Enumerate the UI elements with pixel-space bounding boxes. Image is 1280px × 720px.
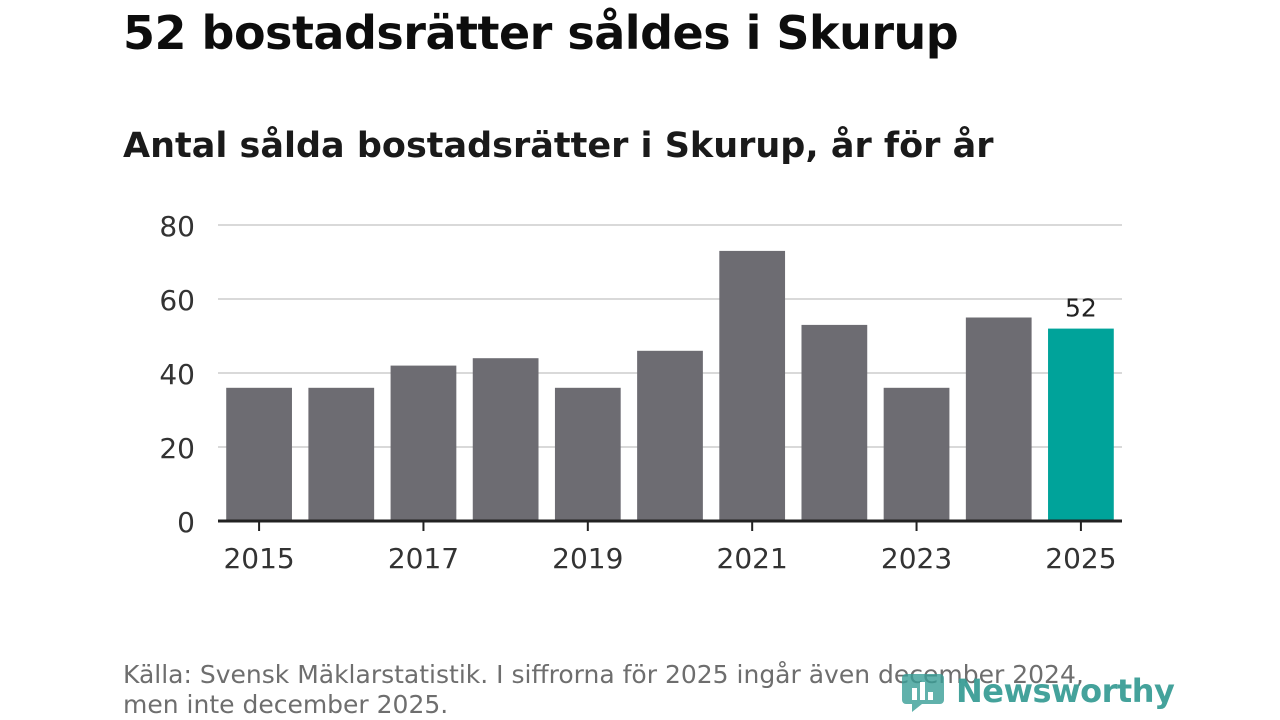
bar-2019 [554, 387, 621, 521]
bar-2018 [472, 358, 539, 521]
bar-2020 [637, 350, 703, 521]
bar-2025 [1048, 328, 1114, 521]
bar-2016 [308, 387, 375, 521]
bar-2024 [965, 317, 1032, 521]
data-label: 52 [1065, 294, 1097, 323]
bar-2015 [226, 387, 292, 521]
x-tick-label: 2021 [717, 542, 788, 575]
y-tick-label: 60 [159, 284, 195, 317]
newsworthy-logo: Newsworthy [902, 668, 1175, 714]
logo-text: Newsworthy [956, 672, 1175, 710]
bar-2023 [883, 387, 950, 521]
bar-2021 [719, 250, 786, 521]
chart-subtitle: Antal sålda bostadsrätter i Skurup, år f… [123, 126, 994, 166]
chart-title: 52 bostadsrätter såldes i Skurup [123, 6, 959, 60]
newsworthy-logo-icon [902, 674, 944, 712]
x-tick-label: 2015 [223, 542, 294, 575]
x-tick-label: 2019 [552, 542, 623, 575]
y-tick-label: 80 [159, 210, 195, 243]
bar-2022 [801, 324, 868, 521]
bar-2017 [390, 365, 457, 521]
bar-chart: 0 20 40 60 80 52 2015 2017 2019 2021 2023 2025 [159, 210, 1122, 575]
x-tick-label: 2023 [881, 542, 952, 575]
y-tick-label: 40 [159, 358, 195, 391]
y-tick-label: 0 [177, 506, 195, 539]
x-tick-label: 2017 [388, 542, 459, 575]
y-tick-label: 20 [159, 432, 195, 465]
x-tick-label: 2025 [1045, 542, 1116, 575]
